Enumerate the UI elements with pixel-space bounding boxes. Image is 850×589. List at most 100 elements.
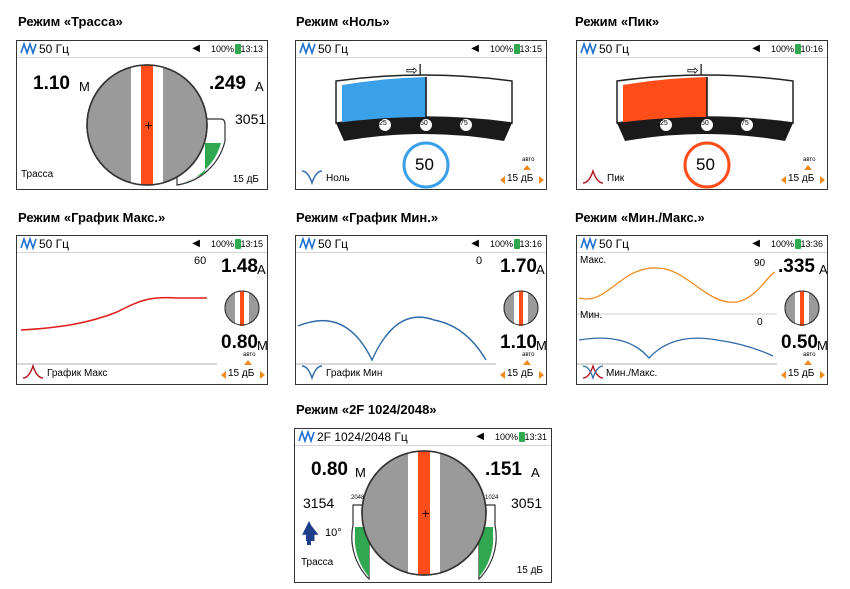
gain-value[interactable]: 15 дБ <box>788 173 815 184</box>
depth-unit: М <box>536 338 547 353</box>
depth-unit: М <box>817 338 828 353</box>
gain-value[interactable]: 15 дБ <box>507 173 534 184</box>
status-bar: 50 Гц ◀ 100% 13:15 <box>296 41 546 58</box>
caption-grafik-max: Режим «График Макс.» <box>18 210 166 225</box>
depth-value: 1.10 <box>500 332 537 353</box>
depth-value: 0.80 <box>311 459 348 480</box>
status-bar: 50 Гц ◀ 100% 10:16 <box>577 41 827 58</box>
speaker-icon: ◀ <box>752 238 760 249</box>
status-bar: 50 Гц ◀ 100% 13:16 <box>296 236 546 253</box>
status-bar: 2F 1024/2048 Гц ◀ 100% 13:31 <box>295 429 551 446</box>
current-value: .151 <box>485 459 522 480</box>
depth-unit: М <box>257 338 268 353</box>
gain-left-icon[interactable] <box>500 176 505 184</box>
current-unit: А <box>257 262 266 277</box>
screen-nol: 50 Гц ◀ 100% 13:15 ⇨| 25 50 75 50 Ноль а… <box>295 40 547 190</box>
screen-dual: 2F 1024/2048 Гц ◀ 100% 13:31 0.80 М .151… <box>294 428 552 583</box>
clock: 13:36 <box>800 239 823 249</box>
current-unit: А <box>819 262 828 277</box>
gain-up-icon[interactable] <box>523 360 531 365</box>
gain-value[interactable]: 15 дБ <box>788 368 815 379</box>
graph-scale: 60 <box>194 255 207 267</box>
mode-name: График Макс <box>47 368 108 379</box>
status-bar: 50 Гц ◀ 100% 13:13 <box>17 41 267 58</box>
current-unit: А <box>255 79 264 94</box>
gain-right-icon[interactable] <box>260 371 265 379</box>
mode-label: 50 Гц <box>318 42 349 56</box>
gain-left-icon[interactable] <box>781 176 786 184</box>
gain-up-icon[interactable] <box>523 165 531 170</box>
speaker-icon: ◀ <box>192 238 200 249</box>
tick-75: 75 <box>460 120 468 127</box>
screen-min-max: 50 Гц ◀ 100% 13:36 Макс. 90 Мин. 0 .335 … <box>576 235 828 385</box>
auto-label: авто <box>803 352 816 358</box>
graph-min-max <box>577 267 820 365</box>
graph-scale: 0 <box>476 255 483 267</box>
depth-unit: М <box>79 79 90 94</box>
speaker-icon: ◀ <box>471 238 479 249</box>
gain-value[interactable]: 15 дБ <box>232 174 259 185</box>
auto-label: авто <box>243 352 256 358</box>
status-bar: 50 Гц ◀ 100% 13:36 <box>577 236 827 253</box>
gain-left-icon[interactable] <box>500 371 505 379</box>
gain-value[interactable]: 15 дБ <box>516 565 543 576</box>
bar-meter: ⇨| <box>335 63 513 189</box>
battery-icon <box>514 239 520 249</box>
svg-text:+: + <box>421 507 430 520</box>
gain-left-icon[interactable] <box>781 371 786 379</box>
clock: 13:15 <box>519 44 542 54</box>
battery-level: 100% <box>489 239 513 249</box>
caption-nol: Режим «Ноль» <box>296 14 390 29</box>
current-value: .249 <box>209 73 246 94</box>
min-max-wave-icon <box>582 363 604 381</box>
null-wave-icon <box>301 365 323 381</box>
mode-name: Пик <box>607 173 625 184</box>
clock: 13:31 <box>524 432 547 442</box>
wave-icon <box>580 41 597 56</box>
gain-value[interactable]: 15 дБ <box>228 368 255 379</box>
peak-wave-icon <box>22 363 44 379</box>
mode-name: Трасса <box>301 557 334 568</box>
peak-wave-icon <box>582 168 604 184</box>
gain-up-icon[interactable] <box>244 360 252 365</box>
screen-trassa: 50 Гц ◀ 100% 13:13 1.10 М .249 А 3051 + … <box>16 40 268 190</box>
depth-value: 1.10 <box>33 73 70 94</box>
wave-icon <box>20 236 37 251</box>
speaker-icon: ◀ <box>192 43 200 54</box>
gain-right-icon[interactable] <box>539 176 544 184</box>
current-value: .335 <box>778 256 815 277</box>
current-value: 1.70 <box>500 256 537 277</box>
mode-name: Мин./Макс. <box>606 368 658 379</box>
wave-icon <box>20 41 37 56</box>
speaker-icon: ◀ <box>752 43 760 54</box>
current-unit: А <box>536 262 545 277</box>
auto-label: авто <box>522 157 535 163</box>
battery-level: 100% <box>770 239 794 249</box>
angle-value: 10° <box>325 527 342 539</box>
gain-left-icon[interactable] <box>221 371 226 379</box>
mode-name: Трасса <box>21 169 54 180</box>
battery-level: 100% <box>494 432 518 442</box>
clock: 13:15 <box>240 239 263 249</box>
gain-up-icon[interactable] <box>804 165 812 170</box>
tick-50: 50 <box>420 120 428 127</box>
min-label: Мин. <box>580 310 603 321</box>
wave-icon <box>299 41 316 56</box>
mode-label: 2F 1024/2048 Гц <box>317 430 408 444</box>
battery-icon <box>795 239 801 249</box>
wave-icon <box>299 236 316 251</box>
mode-label: 50 Гц <box>39 42 70 56</box>
battery-icon <box>235 44 241 54</box>
battery-level: 100% <box>210 44 234 54</box>
gain-right-icon[interactable] <box>820 371 825 379</box>
graph-min <box>296 290 539 365</box>
mode-label: 50 Гц <box>318 237 349 251</box>
gain-up-icon[interactable] <box>804 360 812 365</box>
gain-right-icon[interactable] <box>539 371 544 379</box>
gain-value[interactable]: 15 дБ <box>507 368 534 379</box>
mode-label: 50 Гц <box>599 237 630 251</box>
screen-pik: 50 Гц ◀ 100% 10:16 ⇨| 25 50 75 50 Пик ав… <box>576 40 828 190</box>
graph-max <box>17 290 260 365</box>
gain-right-icon[interactable] <box>820 176 825 184</box>
speaker-icon: ◀ <box>471 43 479 54</box>
